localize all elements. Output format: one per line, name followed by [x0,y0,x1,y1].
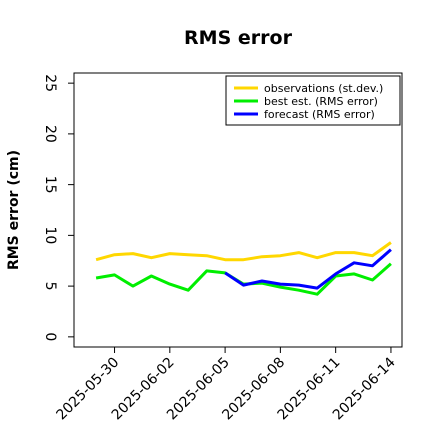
y-tick-label: 10 [42,226,58,244]
x-axis-ticks: 2025-05-302025-06-022025-06-052025-06-08… [54,347,399,423]
legend-entry: observations (st.dev.) [264,82,383,95]
y-tick-label: 5 [42,282,58,291]
legend-entry: best est. (RMS error) [264,95,378,108]
legend: observations (st.dev.)best est. (RMS err… [225,75,401,126]
series-lines [95,241,392,296]
plot-area-frame [73,72,403,348]
y-axis-ticks: 0 5 10 15 20 25 [42,74,74,341]
legend-entry: forecast (RMS error) [264,108,375,121]
chart-title: RMS error [184,27,293,49]
series-line [224,248,392,290]
series-line [95,241,392,262]
y-axis-label: RMS error (cm) [6,150,22,270]
y-tick-label: 15 [42,176,58,194]
y-tick-label: 25 [42,74,58,92]
y-tick-label: 0 [42,332,58,341]
y-tick-label: 20 [42,125,58,143]
